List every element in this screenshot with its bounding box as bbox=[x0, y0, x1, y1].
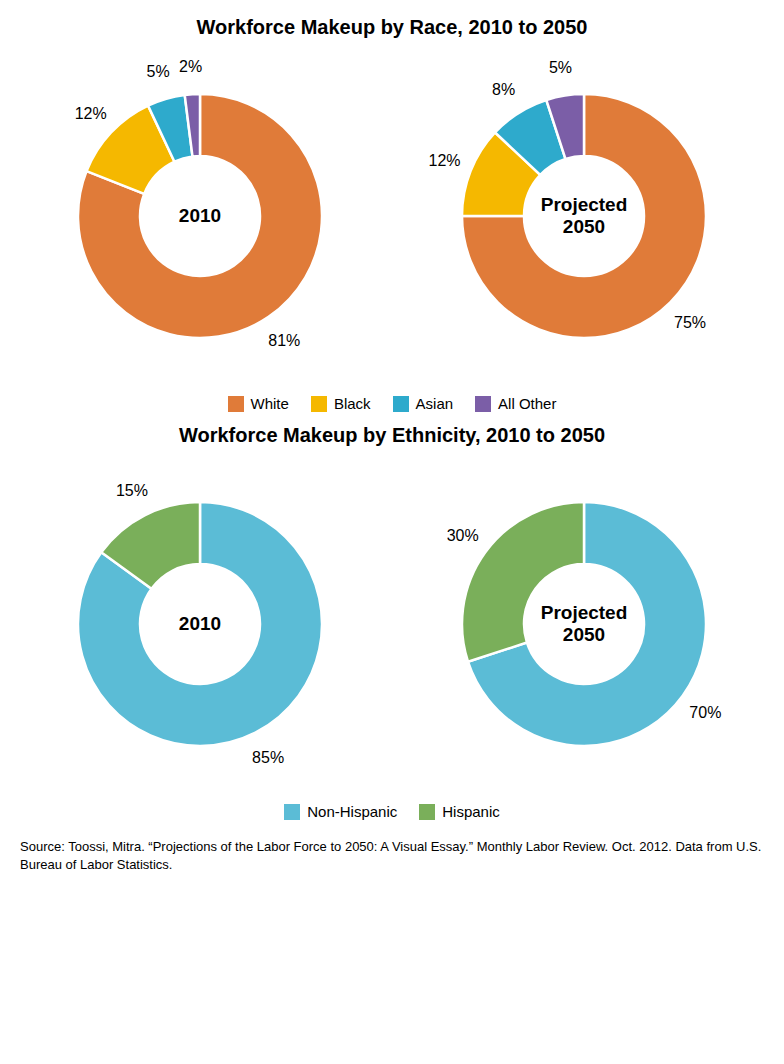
svg-text:30%: 30% bbox=[447, 527, 479, 544]
svg-text:5%: 5% bbox=[147, 63, 170, 80]
html-text:Asian: Asian bbox=[415, 395, 454, 412]
html-text:Source: Toossi, Mitra. “Projec: Source: Toossi, Mitra. “Projections of t… bbox=[20, 839, 762, 872]
html-text:Non-Hispanic: Non-Hispanic bbox=[307, 803, 398, 820]
svg-text:5%: 5% bbox=[549, 59, 572, 76]
svg-text:2%: 2% bbox=[179, 58, 202, 75]
html-text:Projected 2050: Projected 2050 bbox=[540, 602, 628, 645]
svg-text:12%: 12% bbox=[75, 105, 107, 122]
html-text:2010: 2010 bbox=[178, 613, 222, 634]
svg-text:8%: 8% bbox=[492, 81, 515, 98]
html-text:White: White bbox=[250, 395, 289, 412]
svg-text:81%: 81% bbox=[268, 332, 300, 349]
svg-text:15%: 15% bbox=[116, 482, 148, 499]
html-text:Workforce Makeup by Ethnicity,: Workforce Makeup by Ethnicity, 2010 to 2… bbox=[179, 424, 605, 446]
svg-text:12%: 12% bbox=[429, 152, 461, 169]
html-text:Black: Black bbox=[333, 395, 371, 412]
html-text:All Other: All Other bbox=[498, 395, 557, 412]
html-text:2010: 2010 bbox=[178, 205, 222, 226]
svg-text:70%: 70% bbox=[689, 704, 721, 721]
svg-text:75%: 75% bbox=[674, 314, 706, 331]
html-text:Hispanic: Hispanic bbox=[442, 803, 500, 820]
svg-text:85%: 85% bbox=[252, 749, 284, 766]
html-text:Workforce Makeup by Race, 2010: Workforce Makeup by Race, 2010 to 2050 bbox=[196, 16, 588, 38]
html-text:Projected 2050: Projected 2050 bbox=[540, 194, 628, 237]
